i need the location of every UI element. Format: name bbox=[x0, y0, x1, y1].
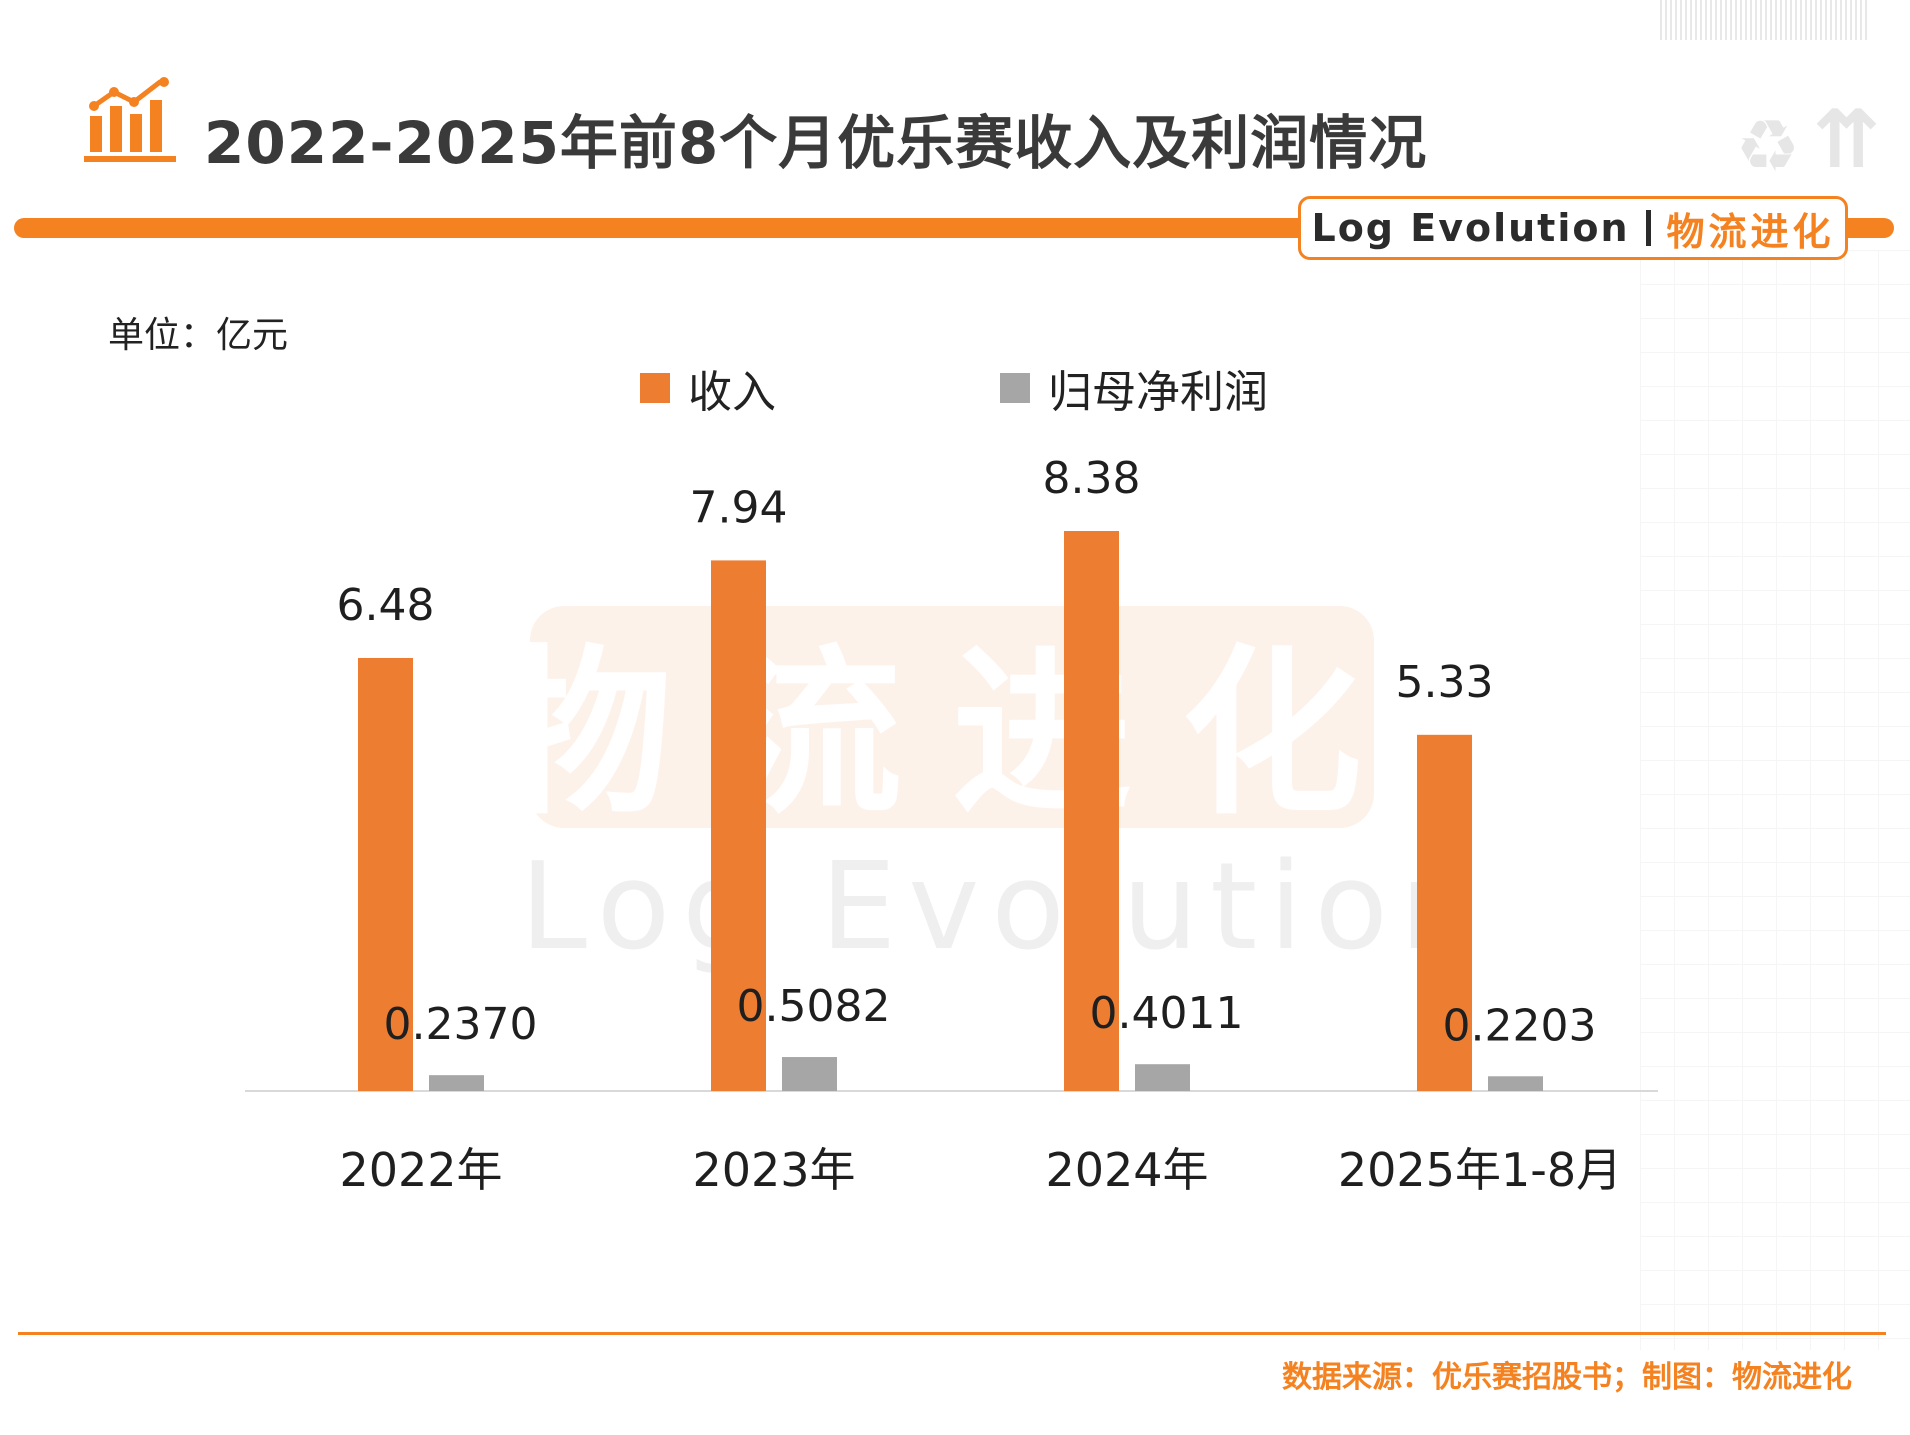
page-title: 2022-2025年前8个月优乐赛收入及利润情况 bbox=[204, 109, 1428, 177]
data-label-profit-3: 0.2203 bbox=[1443, 1000, 1597, 1051]
recycle-icon: ♻ bbox=[1735, 104, 1800, 188]
data-label-profit-0: 0.2370 bbox=[384, 999, 538, 1050]
legend-item-revenue: 收入 bbox=[640, 356, 776, 420]
x-tick-label-1: 2023年 bbox=[692, 1143, 855, 1197]
x-tick-label-3: 2025年1-8月 bbox=[1338, 1143, 1622, 1197]
x-tick-label-0: 2022年 bbox=[339, 1143, 502, 1197]
data-source-note: 数据来源：优乐赛招股书；制图：物流进化 bbox=[1282, 1360, 1852, 1395]
x-tick-label-2: 2024年 bbox=[1045, 1143, 1208, 1197]
chart-legend: 收入 归母净利润 bbox=[0, 356, 1910, 418]
bar-revenue-1 bbox=[711, 560, 766, 1091]
brand-name-en: Log Evolution bbox=[1311, 206, 1630, 250]
data-label-profit-1: 0.5082 bbox=[737, 981, 891, 1032]
data-label-revenue-3: 5.33 bbox=[1396, 657, 1494, 708]
background-grid bbox=[1640, 250, 1910, 1350]
unit-label: 单位：亿元 bbox=[108, 315, 289, 356]
bar-chart-icon bbox=[84, 77, 176, 162]
brand-badge: Log Evolution 物流进化 bbox=[1298, 196, 1848, 260]
arrows-up-icon: ⇈ bbox=[1812, 93, 1880, 186]
data-label-profit-2: 0.4011 bbox=[1090, 988, 1244, 1039]
bar-profit-2 bbox=[1135, 1064, 1190, 1091]
bar-profit-3 bbox=[1488, 1076, 1543, 1091]
legend-label-revenue: 收入 bbox=[688, 367, 776, 418]
brand-separator bbox=[1645, 210, 1651, 246]
bar-revenue-2 bbox=[1064, 531, 1119, 1091]
legend-label-profit: 归母净利润 bbox=[1048, 367, 1268, 418]
watermark-text-cn: 物流进化 bbox=[492, 629, 1413, 839]
bar-chart: 6.48 0.2370 2022年 7.94 0.5082 2023年 8.38 0.4011… bbox=[245, 453, 1658, 1197]
watermark-background bbox=[530, 606, 1374, 828]
bar-profit-1 bbox=[782, 1057, 837, 1091]
legend-swatch-revenue bbox=[640, 373, 670, 403]
legend-swatch-profit bbox=[1000, 373, 1030, 403]
data-label-revenue-1: 7.94 bbox=[690, 482, 788, 533]
bar-revenue-0 bbox=[358, 657, 413, 1091]
watermark-text-en: Log Evolution bbox=[520, 838, 1488, 977]
barcode-decoration bbox=[1660, 0, 1870, 40]
legend-item-profit: 归母净利润 bbox=[1000, 356, 1268, 420]
bar-revenue-3 bbox=[1417, 734, 1472, 1091]
footer-divider bbox=[18, 1332, 1886, 1335]
data-label-revenue-2: 8.38 bbox=[1043, 453, 1141, 504]
bar-profit-0 bbox=[429, 1075, 484, 1091]
brand-name-cn: 物流进化 bbox=[1666, 209, 1835, 254]
data-label-revenue-0: 6.48 bbox=[337, 580, 435, 631]
